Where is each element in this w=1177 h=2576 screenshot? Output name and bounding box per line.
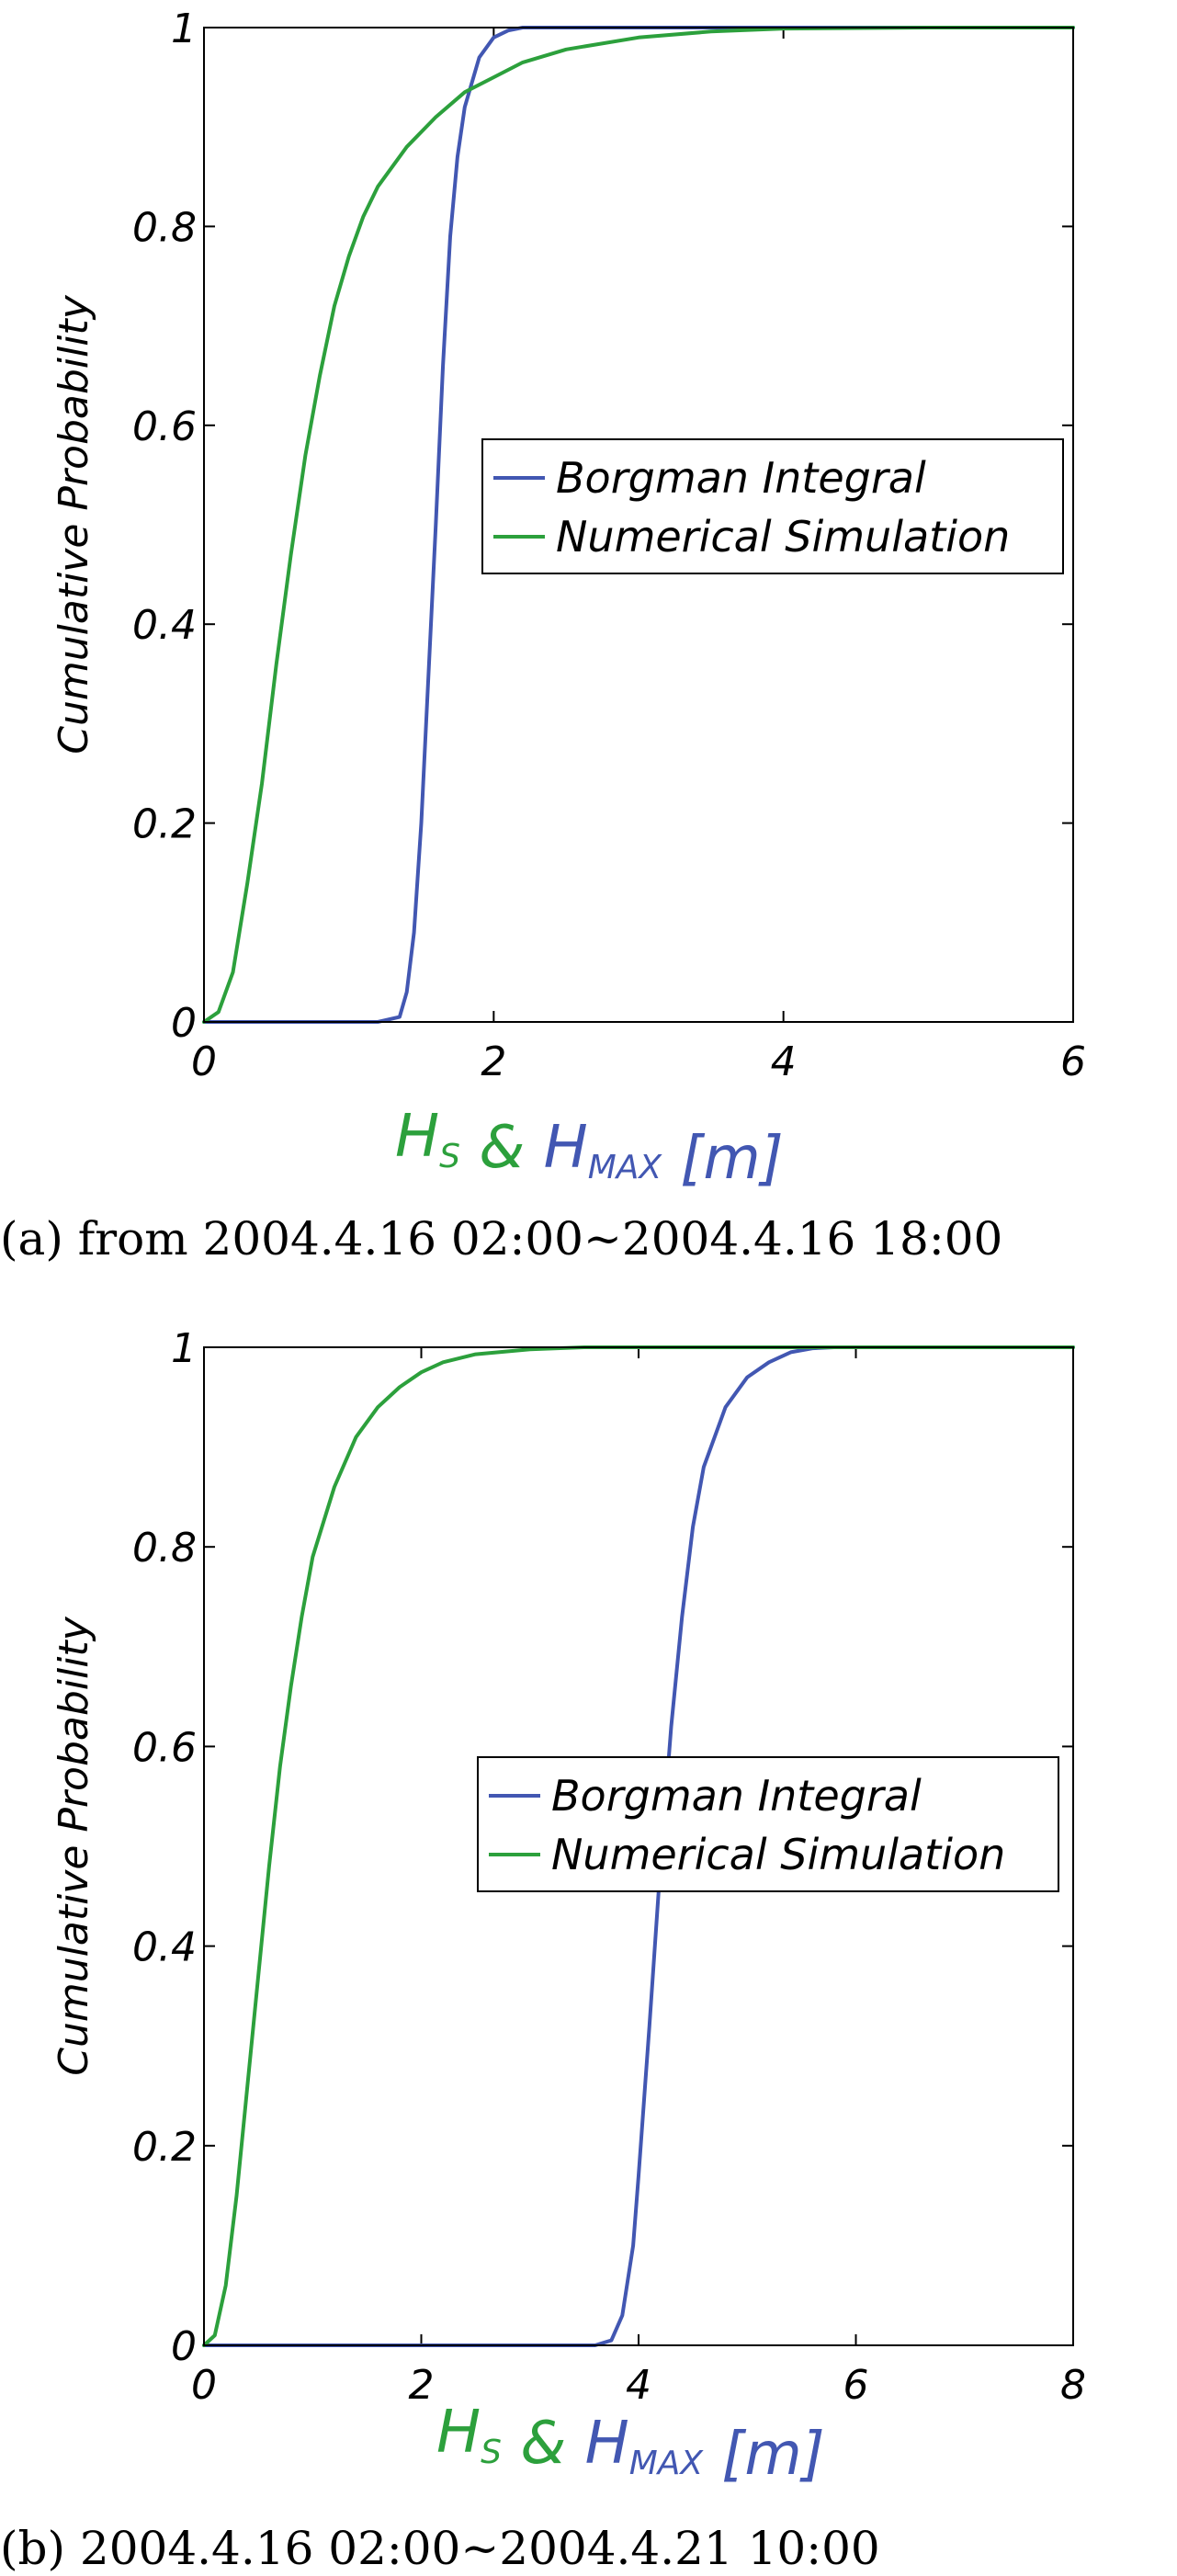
borgman-integral-line	[202, 1345, 1075, 2347]
figure-caption: (a) from 2004.4.16 02:00~2004.4.16 18:00	[0, 1212, 1002, 1265]
x-axis-label: HS & HMAX [m]	[436, 2399, 825, 2489]
x-axis-label-part: [m]	[703, 2421, 825, 2489]
x-tick-label: 8	[1060, 2362, 1086, 2409]
y-tick-label: 0	[171, 1000, 197, 1047]
y-tick-label: 0	[171, 2323, 197, 2370]
numerical-simulation-line	[202, 1345, 1075, 2347]
x-tick-label: 4	[771, 1038, 797, 1085]
plot-frame	[203, 1346, 1074, 2346]
x-axis-label-part: H	[585, 2410, 629, 2478]
x-axis-label-part: H	[436, 2399, 481, 2467]
plot-frame	[203, 27, 1074, 1023]
y-tick-label: 0.6	[132, 1724, 197, 1771]
x-axis-label-part: &	[460, 1114, 544, 1182]
legend-entry: Numerical Simulation	[556, 512, 1010, 562]
x-tick-label: 0	[191, 1038, 217, 1085]
y-tick-label: 1	[171, 6, 197, 52]
x-axis-label-subscript: MAX	[629, 2445, 705, 2482]
y-tick-label: 0.4	[132, 1924, 197, 1971]
x-tick-label: 4	[626, 2362, 651, 2409]
x-axis-label-part: H	[544, 1114, 588, 1182]
chart-a: 0 2 4 6 0 0.2 0.4 0.6 0.8 1 Cumulative Probability…	[0, 6, 1086, 1265]
legend-box	[481, 438, 1064, 574]
x-tick-label: 6	[843, 2362, 869, 2409]
x-axis-label-part: &	[502, 2410, 585, 2478]
y-tick-label: 0.4	[132, 602, 197, 649]
legend-box	[477, 1756, 1059, 1892]
legend-entry: Numerical Simulation	[551, 1830, 1005, 1879]
legend-entry: Borgman Integral	[551, 1771, 922, 1821]
y-tick-label: 0.8	[132, 1525, 197, 1572]
borgman-integral-line	[202, 26, 1075, 1024]
y-tick-label: 1	[171, 1325, 197, 1372]
x-axis-label-part: [m]	[662, 1125, 784, 1193]
y-tick-label: 0.2	[132, 801, 197, 848]
y-tick-label: 0.6	[132, 403, 197, 450]
x-tick-label: 2	[409, 2362, 435, 2409]
chart-b: 0 2 4 6 8 0 0.2 0.4 0.6 0.8 1 Cumulative Probabilit…	[0, 1325, 1086, 2575]
y-axis-label: Cumulative Probability	[51, 1616, 97, 2075]
x-axis-label-subscript: MAX	[588, 1149, 663, 1186]
legend-entry: Borgman Integral	[556, 453, 926, 503]
y-tick-label: 0.2	[132, 2124, 197, 2171]
figure-caption: (b) 2004.4.16 02:00~2004.4.21 10:00	[0, 2522, 880, 2575]
x-axis-label-subscript: S	[439, 1138, 460, 1175]
x-axis-label-subscript: S	[481, 2434, 502, 2471]
x-tick-label: 6	[1060, 1038, 1086, 1085]
x-tick-label: 2	[481, 1038, 506, 1085]
x-tick-label: 0	[191, 2362, 217, 2409]
y-tick-label: 0.8	[132, 204, 197, 251]
x-axis-label: HS & HMAX [m]	[395, 1103, 784, 1193]
numerical-simulation-line	[202, 26, 1075, 1024]
y-axis-label: Cumulative Probability	[51, 294, 97, 754]
x-axis-label-part: H	[395, 1103, 439, 1171]
